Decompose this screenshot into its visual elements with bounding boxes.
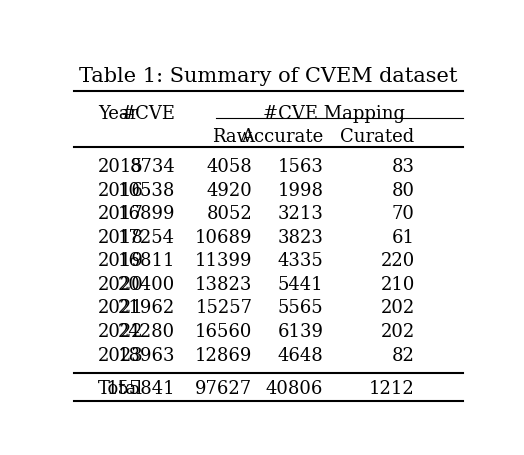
Text: 2018: 2018 — [98, 228, 144, 246]
Text: 18963: 18963 — [118, 346, 175, 364]
Text: 15257: 15257 — [195, 299, 253, 317]
Text: 80: 80 — [392, 182, 415, 199]
Text: 4648: 4648 — [278, 346, 323, 364]
Text: 8052: 8052 — [206, 205, 253, 223]
Text: 2017: 2017 — [98, 205, 144, 223]
Text: 1212: 1212 — [369, 379, 415, 397]
Text: 2015: 2015 — [98, 158, 144, 176]
Text: Curated: Curated — [341, 127, 415, 146]
Text: 2022: 2022 — [98, 322, 144, 340]
Text: 4335: 4335 — [278, 252, 323, 270]
Text: 2016: 2016 — [98, 182, 144, 199]
Text: 210: 210 — [380, 275, 415, 293]
Text: Year: Year — [98, 105, 138, 123]
Text: 1998: 1998 — [277, 182, 323, 199]
Text: 155841: 155841 — [106, 379, 175, 397]
Text: 8734: 8734 — [129, 158, 175, 176]
Text: 10538: 10538 — [118, 182, 175, 199]
Text: 11399: 11399 — [195, 252, 253, 270]
Text: 17254: 17254 — [118, 228, 175, 246]
Text: 2019: 2019 — [98, 252, 144, 270]
Text: 97627: 97627 — [195, 379, 253, 397]
Text: 202: 202 — [380, 299, 415, 317]
Text: 1563: 1563 — [278, 158, 323, 176]
Text: 2023: 2023 — [98, 346, 144, 364]
Text: 202: 202 — [380, 322, 415, 340]
Text: 6139: 6139 — [277, 322, 323, 340]
Text: 70: 70 — [392, 205, 415, 223]
Text: 40806: 40806 — [266, 379, 323, 397]
Text: #CVE: #CVE — [120, 105, 175, 123]
Text: 16811: 16811 — [118, 252, 175, 270]
Text: 3823: 3823 — [278, 228, 323, 246]
Text: 220: 220 — [380, 252, 415, 270]
Text: Table 1: Summary of CVEM dataset: Table 1: Summary of CVEM dataset — [79, 67, 458, 86]
Text: 83: 83 — [392, 158, 415, 176]
Text: 16560: 16560 — [195, 322, 253, 340]
Text: 13823: 13823 — [195, 275, 253, 293]
Text: #CVE Mapping: #CVE Mapping — [263, 104, 405, 122]
Text: 2021: 2021 — [98, 299, 144, 317]
Text: 82: 82 — [392, 346, 415, 364]
Text: Total: Total — [98, 379, 143, 397]
Text: 2020: 2020 — [98, 275, 144, 293]
Text: 24280: 24280 — [118, 322, 175, 340]
Text: Accurate: Accurate — [241, 127, 323, 146]
Text: 20400: 20400 — [118, 275, 175, 293]
Text: 12869: 12869 — [195, 346, 253, 364]
Text: 61: 61 — [392, 228, 415, 246]
Text: 21962: 21962 — [118, 299, 175, 317]
Text: 4920: 4920 — [206, 182, 253, 199]
Text: 5441: 5441 — [278, 275, 323, 293]
Text: 5565: 5565 — [278, 299, 323, 317]
Text: 10689: 10689 — [195, 228, 253, 246]
Text: 16899: 16899 — [118, 205, 175, 223]
Text: Raw: Raw — [212, 127, 253, 146]
Text: 4058: 4058 — [206, 158, 253, 176]
Text: 3213: 3213 — [278, 205, 323, 223]
